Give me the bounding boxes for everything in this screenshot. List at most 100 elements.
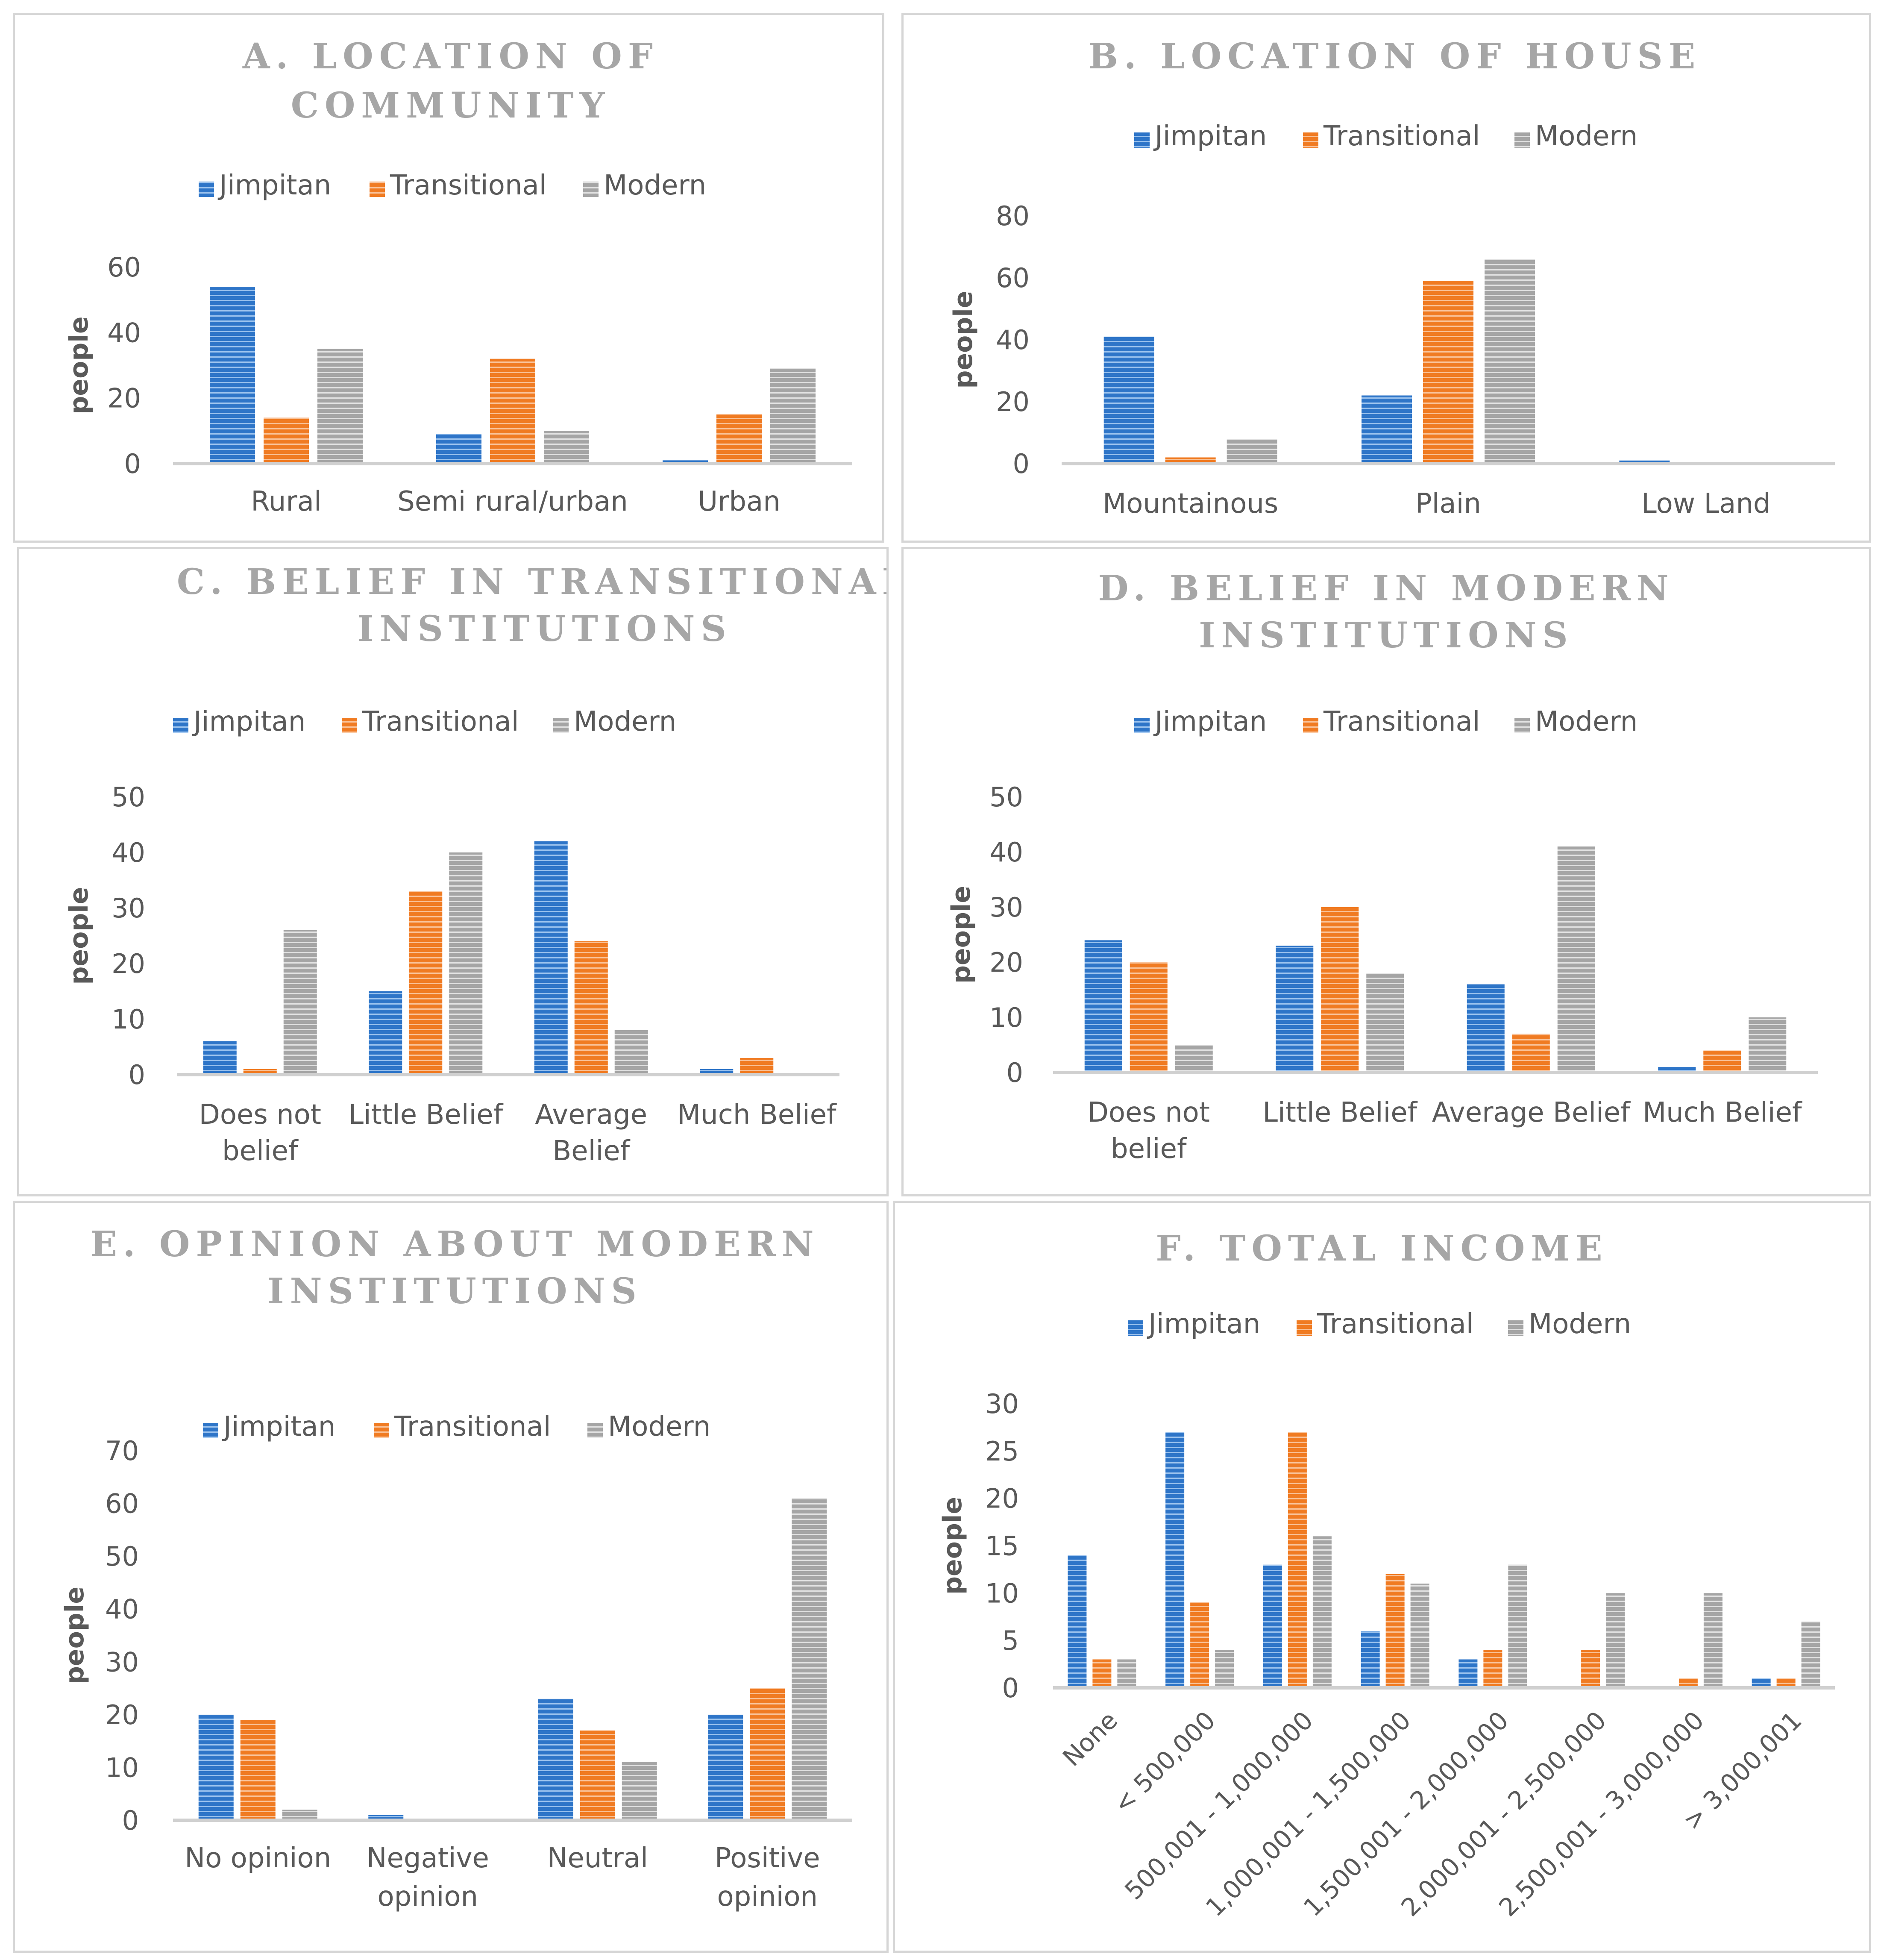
y-tick-label: 25 (985, 1436, 1019, 1467)
x-category-label: belief (222, 1135, 299, 1167)
legend-swatch-modern (1514, 718, 1530, 733)
y-tick-label: 20 (105, 1699, 139, 1731)
x-category-label: Little Belief (1262, 1097, 1417, 1128)
y-tick-label: 30 (105, 1646, 139, 1678)
bar-modern (1508, 1564, 1527, 1688)
bar-modern (770, 368, 816, 464)
y-tick-label: 50 (112, 782, 145, 813)
bar-transitional (1581, 1650, 1600, 1688)
y-tick-label: 40 (112, 837, 145, 868)
legend-swatch-jimpitan (173, 718, 188, 733)
y-tick-label: 20 (107, 383, 141, 414)
legend-label-transitional: Transitional (362, 706, 519, 738)
legend-swatch-jimpitan (203, 1423, 218, 1438)
legend-swatch-jimpitan (1128, 1320, 1143, 1336)
bar-modern (792, 1498, 827, 1820)
chart-panel-b: B. LOCATION OF HOUSE Jimpitan Transitional… (901, 13, 1871, 543)
bar-transitional (1288, 1432, 1307, 1688)
legend-swatch-transitional (1297, 1320, 1312, 1336)
bar-transitional (1512, 1034, 1550, 1073)
bar-modern (1485, 259, 1535, 464)
chart-e-title-line: E. OPINION ABOUT MODERN (90, 1224, 819, 1265)
bar-transitional (1423, 281, 1473, 464)
bar-modern (1801, 1621, 1820, 1688)
legend-swatch-modern (553, 718, 569, 733)
x-category-label: 500,001 - 1,000,000 (1119, 1706, 1318, 1905)
bar-transitional (574, 941, 608, 1075)
y-tick-label: 10 (989, 1002, 1023, 1033)
bar-transitional (1385, 1574, 1405, 1688)
bar-modern (282, 1810, 317, 1820)
chart-a-title-line: A. LOCATION OF (242, 36, 659, 77)
chart-f-svg: F. TOTAL INCOME Jimpitan Transitional Moder… (938, 1228, 1835, 1922)
x-category-label: None (1057, 1706, 1123, 1772)
y-tick-label: 15 (985, 1531, 1019, 1562)
bar-modern (1410, 1584, 1429, 1688)
bar-modern (1749, 1017, 1787, 1073)
x-category-label: 1,000,001 - 1,500,000 (1200, 1706, 1416, 1922)
chart-d-title-line: INSTITUTIONS (1199, 615, 1573, 656)
bar-transitional (1130, 962, 1168, 1073)
legend-label-modern: Modern (604, 170, 706, 201)
y-tick-label: 0 (124, 448, 141, 479)
bar-modern (1366, 973, 1404, 1073)
y-tick-label: 20 (985, 1483, 1019, 1514)
bar-jimpitan (538, 1698, 573, 1820)
legend-label-modern: Modern (1535, 120, 1637, 152)
bar-jimpitan (1276, 946, 1314, 1073)
bar-transitional (240, 1720, 276, 1820)
bar-modern (1175, 1045, 1213, 1073)
chart-b-svg: B. LOCATION OF HOUSE Jimpitan Transitional… (948, 36, 1835, 520)
legend-label-jimpitan: Jimpitan (222, 1411, 335, 1443)
x-category-label: Does not (1088, 1097, 1210, 1128)
bar-jimpitan (1362, 395, 1412, 464)
bar-transitional (1190, 1602, 1209, 1688)
bar-jimpitan (198, 1714, 234, 1820)
y-tick-label: 60 (107, 252, 141, 283)
x-category-label: 2,000,001 - 2,500,000 (1396, 1706, 1612, 1922)
x-category-label: Rural (251, 486, 321, 517)
legend-swatch-transitional (370, 182, 385, 197)
chart-e-svg: E. OPINION ABOUT MODERN INSTITUTIONS Jimpi… (60, 1224, 852, 1913)
x-category-label: No opinion (185, 1842, 331, 1874)
legend-swatch-transitional (1303, 718, 1318, 733)
y-tick-label: 80 (996, 200, 1030, 232)
bar-jimpitan (369, 991, 402, 1075)
y-tick-label: 50 (105, 1541, 139, 1572)
x-category-label: opinion (717, 1881, 818, 1913)
y-tick-label: 30 (989, 892, 1023, 923)
legend-label-transitional: Transitional (1317, 1308, 1474, 1340)
y-tick-label: 20 (996, 386, 1030, 417)
chart-b-title-line: B. LOCATION OF HOUSE (1089, 36, 1702, 77)
bar-modern (317, 349, 363, 464)
legend-swatch-modern (587, 1423, 603, 1438)
y-tick-label: 20 (112, 948, 145, 979)
x-category-label: Average (535, 1099, 647, 1131)
bar-modern (1227, 439, 1277, 464)
bar-transitional (1321, 907, 1359, 1073)
bar-jimpitan (210, 287, 255, 464)
y-tick-label: 40 (105, 1594, 139, 1625)
bar-transitional (1092, 1659, 1112, 1688)
bar-jimpitan (436, 434, 481, 464)
x-category-label: Much Belief (1643, 1097, 1802, 1128)
y-tick-label: 40 (996, 324, 1030, 356)
legend-label-transitional: Transitional (390, 170, 547, 201)
chart-a-svg: A. LOCATION OF COMMUNITY Jimpitan Transitio… (64, 36, 852, 517)
legend-label-transitional: Transitional (1323, 706, 1480, 738)
x-category-label: 1,500,001 - 2,000,000 (1298, 1706, 1514, 1922)
legend-swatch-jimpitan (199, 182, 214, 197)
legend-swatch-modern (1508, 1320, 1523, 1336)
x-category-label: 2,500,001 - 3,000,000 (1493, 1706, 1709, 1922)
bar-modern (544, 431, 589, 464)
legend-swatch-jimpitan (1134, 132, 1150, 148)
x-category-label: belief (1111, 1133, 1187, 1165)
chart-panel-f: F. TOTAL INCOME Jimpitan Transitional Moder… (893, 1201, 1871, 1953)
bar-transitional (1483, 1650, 1503, 1688)
legend-label-modern: Modern (1529, 1308, 1631, 1340)
bar-modern (283, 930, 317, 1075)
bar-jimpitan (1068, 1555, 1087, 1688)
bar-transitional (264, 417, 309, 464)
legend-label-transitional: Transitional (394, 1411, 551, 1443)
legend-label-transitional: Transitional (1323, 120, 1480, 152)
